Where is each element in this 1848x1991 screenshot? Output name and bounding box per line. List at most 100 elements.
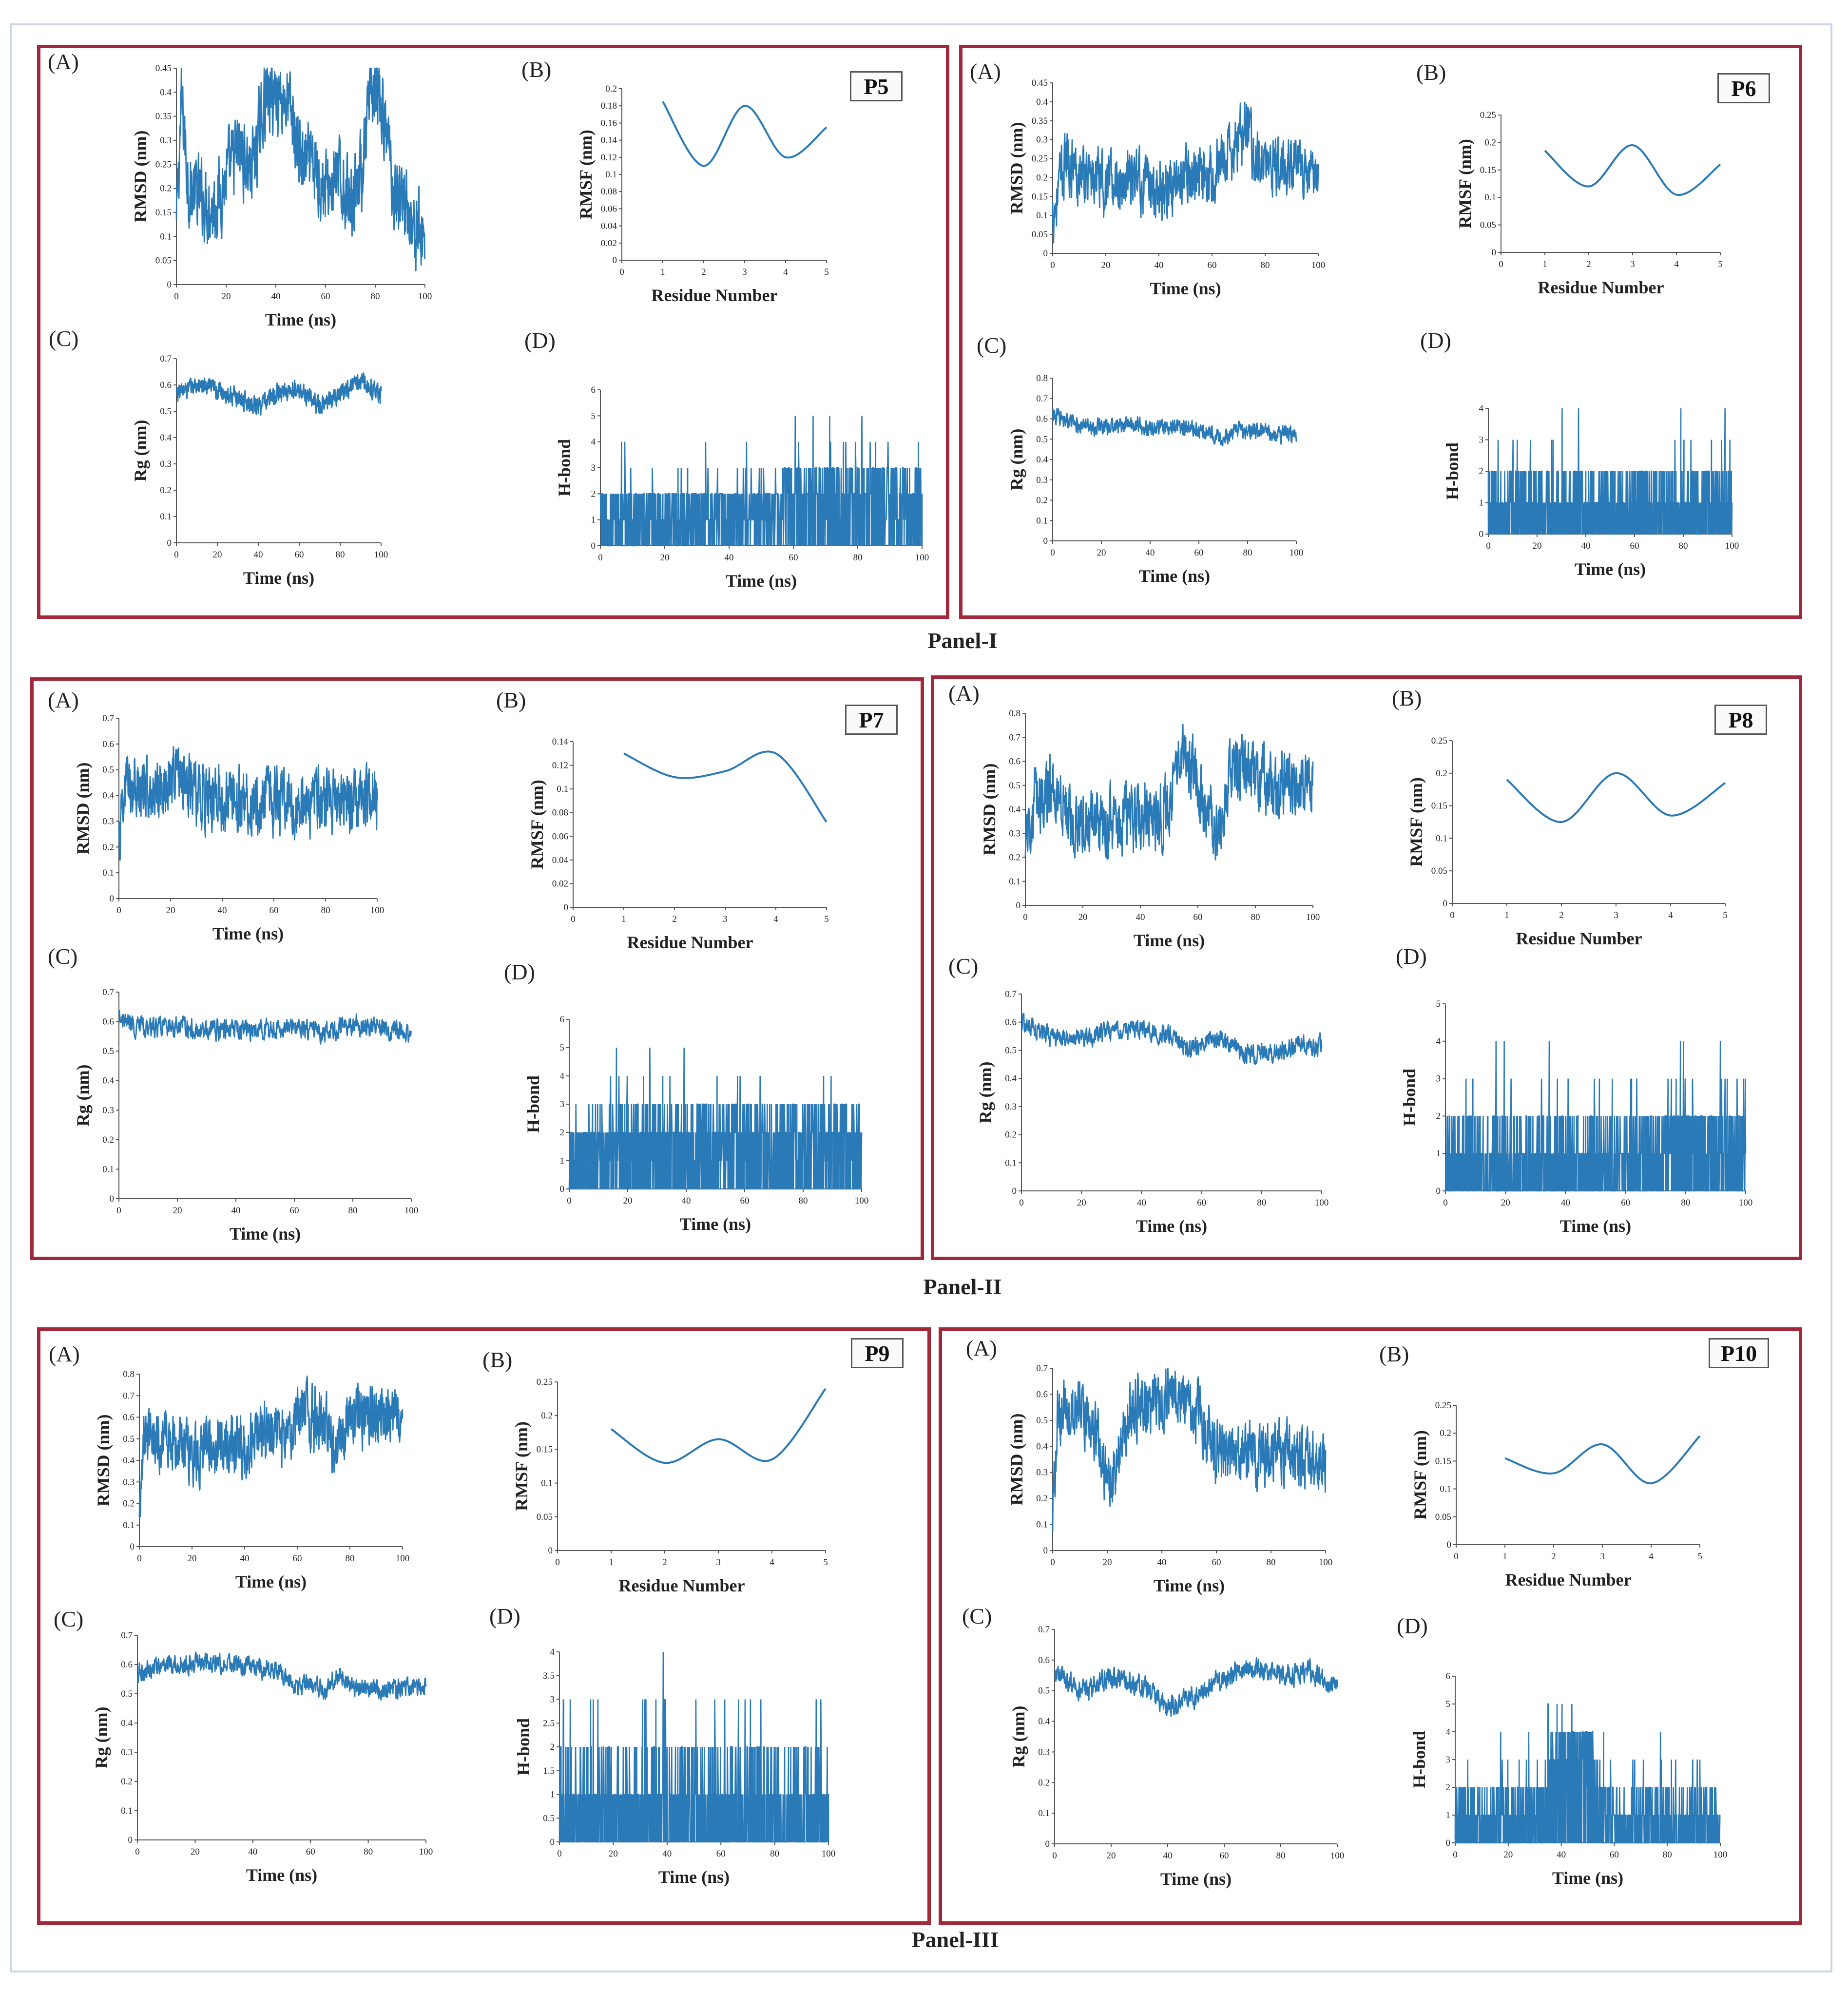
y-tick-label: 3 (560, 1099, 565, 1110)
y-tick-label: 0 (1446, 1838, 1451, 1848)
y-tick-label: 0 (560, 1184, 565, 1194)
y-tick-label: 0.15 (1435, 1456, 1451, 1466)
y-tick-label: 4 (1479, 403, 1484, 414)
y-tick-label: 0.6 (1036, 414, 1048, 424)
rmsd-series (1052, 101, 1319, 244)
y-tick-label: 0.2 (541, 1411, 553, 1421)
x-tick-label: 4 (783, 267, 788, 277)
box-p7 (30, 677, 924, 1260)
y-tick-label: 0.25 (1435, 1400, 1451, 1411)
x-tick-label: 80 (1663, 1850, 1672, 1860)
rg-series (175, 372, 382, 416)
x-tick-label: 80 (1257, 1198, 1266, 1208)
x-tick-label: 2 (1586, 259, 1591, 269)
x-tick-label: 0 (1050, 260, 1055, 270)
x-tick-label: 0 (1450, 910, 1455, 920)
y-tick-label: 0 (548, 1546, 553, 1556)
x-tick-label: 0 (174, 291, 179, 302)
y-tick-label: 0.7 (1038, 1625, 1050, 1635)
x-tick-label: 1 (621, 914, 626, 924)
p7-label-a: (A) (48, 688, 79, 712)
x-tick-label: 20 (609, 1849, 618, 1859)
x-tick-label: 80 (1267, 1557, 1276, 1568)
x-axis-label: Time (ns) (1560, 1216, 1631, 1236)
y-tick-label: 0.3 (102, 816, 114, 826)
x-tick-label: 2 (1559, 910, 1564, 920)
x-tick-label: 60 (293, 1553, 302, 1564)
chart-p7-b: 0 0.02 0.04 0.06 0.08 0.1 0.12 0.14 0 1 2 3 4 5 Residu… (527, 737, 829, 952)
x-tick-label: 5 (824, 267, 829, 277)
y-tick-label: 1 (1479, 498, 1484, 508)
y-tick-label: 0.3 (160, 135, 172, 146)
y-tick-label: 0.6 (1005, 1017, 1017, 1028)
y-tick-label: 0 (1016, 900, 1021, 911)
y-tick-label: 0.18 (601, 101, 617, 111)
x-tick-label: 0 (1443, 1198, 1448, 1208)
hbond-series (1444, 1041, 1747, 1192)
y-tick-label: 0.3 (102, 1105, 114, 1115)
x-tick-label: 0 (1023, 912, 1028, 922)
y-tick-label: 0.6 (1009, 757, 1020, 767)
y-tick-label: 1 (560, 1156, 565, 1166)
rg-series (118, 1009, 412, 1045)
y-tick-label: 3 (1479, 435, 1484, 445)
y-axis-label: RMSF (nm) (527, 780, 547, 869)
x-tick-label: 40 (1561, 1198, 1570, 1208)
x-tick-label: 4 (770, 1557, 774, 1568)
y-tick-label: 0.06 (552, 831, 568, 842)
chart-p8-b: 0 0.05 0.1 0.15 0.2 0.25 0 1 2 3 4 5 Residue Number R… (1406, 736, 1728, 948)
y-tick-label: 5 (560, 1043, 565, 1053)
y-tick-label: 0.05 (155, 256, 172, 266)
y-tick-label: 0.4 (121, 1718, 133, 1728)
y-tick-label: 3.5 (543, 1671, 555, 1681)
p8-label-b: (B) (1392, 686, 1422, 710)
y-tick-label: 0.1 (123, 1520, 135, 1531)
x-tick-label: 5 (823, 1557, 828, 1568)
y-tick-label: 1 (1446, 1810, 1451, 1820)
y-tick-label: 0.4 (1036, 1441, 1048, 1452)
y-tick-label: 0.7 (121, 1630, 133, 1641)
x-tick-label: 2 (662, 1557, 667, 1568)
rmsd-series (1052, 1367, 1327, 1532)
y-tick-label: 0.2 (160, 184, 172, 194)
y-tick-label: 0.25 (1480, 110, 1496, 120)
x-axis-label: Time (ns) (212, 924, 284, 943)
x-tick-label: 80 (853, 553, 863, 563)
x-tick-label: 80 (346, 1553, 355, 1564)
y-tick-label: 0.4 (1038, 1717, 1050, 1727)
y-axis-label: Rg (nm) (92, 1707, 111, 1769)
figure-frame (10, 23, 1832, 1972)
x-axis-label: Time (ns) (726, 571, 797, 591)
x-tick-label: 0 (116, 905, 121, 916)
chart-p5-b: 0 0.02 0.04 0.06 0.08 0.1 0.12 0.14 0.16 0.18 0.2 0… (576, 84, 829, 305)
y-axis-label: H-bond (523, 1075, 543, 1133)
y-axis-label: RMSD (nm) (1007, 1414, 1026, 1506)
x-tick-label: 60 (290, 1206, 299, 1216)
x-axis-label: Time (ns) (1134, 931, 1205, 950)
box-p6 (959, 45, 1802, 619)
y-tick-label: 2 (560, 1128, 565, 1138)
x-axis-label: Time (ns) (243, 568, 314, 588)
x-tick-label: 1 (609, 1557, 614, 1568)
y-tick-label: 0.1 (1009, 877, 1020, 887)
x-tick-label: 60 (1194, 548, 1204, 558)
y-axis-label: RMSD (nm) (94, 1415, 113, 1507)
p6-label-a: (A) (970, 59, 1001, 84)
y-tick-label: 0.3 (1009, 828, 1020, 839)
x-tick-label: 60 (716, 1849, 726, 1859)
y-axis-label: RMSF (nm) (1410, 1430, 1430, 1520)
y-tick-label: 1 (550, 1790, 555, 1800)
x-axis-label: Residue Number (652, 286, 778, 305)
x-tick-label: 100 (1315, 1198, 1329, 1208)
x-axis-label: Residue Number (627, 933, 753, 952)
y-tick-label: 0.1 (1036, 1520, 1048, 1530)
y-tick-label: 4 (591, 437, 596, 447)
y-axis-label: Rg (nm) (131, 420, 150, 482)
y-tick-label: 0.4 (1036, 97, 1048, 107)
y-tick-label: 0.3 (123, 1477, 135, 1487)
x-tick-label: 100 (1306, 912, 1320, 922)
x-tick-label: 3 (1614, 910, 1618, 920)
x-tick-label: 0 (135, 1847, 140, 1857)
